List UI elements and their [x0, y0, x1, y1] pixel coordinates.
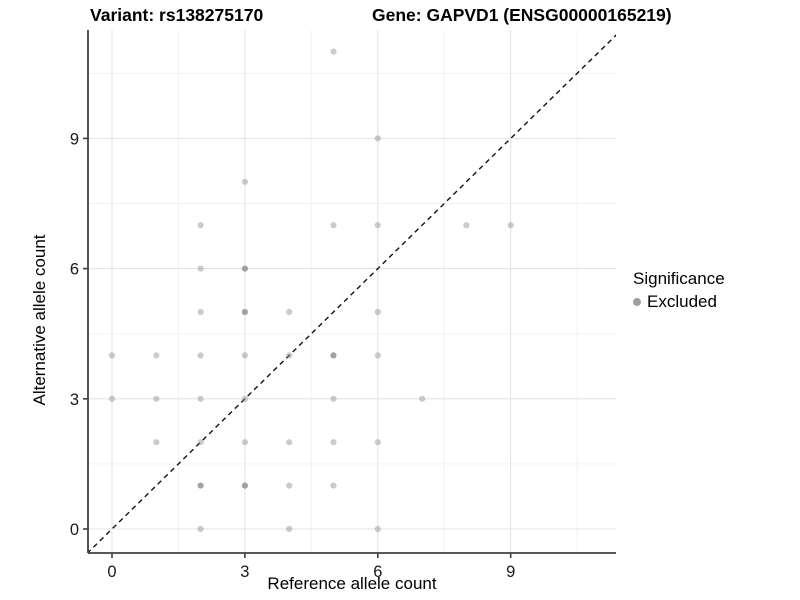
data-point — [108, 352, 116, 359]
legend-item-label: Excluded — [647, 292, 717, 311]
data-point — [197, 482, 204, 489]
data-point — [197, 439, 204, 446]
data-point — [507, 222, 514, 229]
y-tick-label: 3 — [70, 391, 79, 409]
data-point — [241, 439, 248, 446]
data-point — [374, 439, 381, 446]
x-tick-label: 3 — [240, 563, 249, 581]
y-tick-label: 6 — [70, 261, 79, 279]
data-point — [241, 482, 248, 489]
data-point — [286, 525, 293, 533]
x-axis-label: Reference allele count — [267, 574, 437, 593]
legend-marker-dot-icon — [633, 298, 641, 306]
data-point — [374, 308, 381, 316]
data-point — [241, 308, 248, 316]
data-point — [286, 482, 293, 489]
legend: Significance Excluded — [633, 269, 725, 312]
data-point — [330, 482, 337, 489]
data-point — [374, 525, 381, 533]
data-point — [419, 395, 426, 402]
data-point — [330, 222, 337, 229]
data-point — [374, 135, 381, 142]
data-point — [286, 352, 293, 359]
data-point — [330, 48, 337, 55]
data-point — [463, 222, 470, 229]
data-point — [197, 525, 204, 533]
data-point — [374, 352, 381, 359]
data-point — [108, 395, 116, 402]
data-point — [286, 308, 293, 316]
data-point — [241, 178, 248, 185]
data-point — [153, 352, 160, 359]
data-point — [330, 439, 337, 446]
data-point — [153, 439, 160, 446]
plot-title-variant: Variant: rs138275170 — [90, 5, 264, 25]
data-point — [330, 352, 337, 359]
x-tick-label: 6 — [373, 563, 382, 581]
data-point — [197, 265, 204, 272]
x-tick-label: 9 — [506, 563, 515, 581]
y-axis-label: Alternative allele count — [30, 234, 49, 406]
data-point — [374, 222, 381, 229]
y-tick-label: 9 — [70, 130, 79, 148]
y-tick-label: 0 — [70, 521, 79, 539]
data-point — [241, 265, 248, 272]
data-point — [330, 395, 337, 402]
x-tick-label: 0 — [107, 563, 116, 581]
data-point — [153, 395, 160, 402]
data-point — [241, 395, 248, 402]
data-point — [241, 352, 248, 359]
legend-item-excluded: Excluded — [633, 292, 725, 312]
data-point — [286, 439, 293, 446]
identity-line — [88, 34, 616, 553]
data-point — [197, 352, 204, 359]
legend-title: Significance — [633, 269, 725, 288]
data-point — [197, 395, 204, 402]
data-point — [197, 308, 204, 316]
data-point — [197, 222, 204, 229]
plot-title-gene: Gene: GAPVD1 (ENSG00000165219) — [372, 5, 672, 25]
